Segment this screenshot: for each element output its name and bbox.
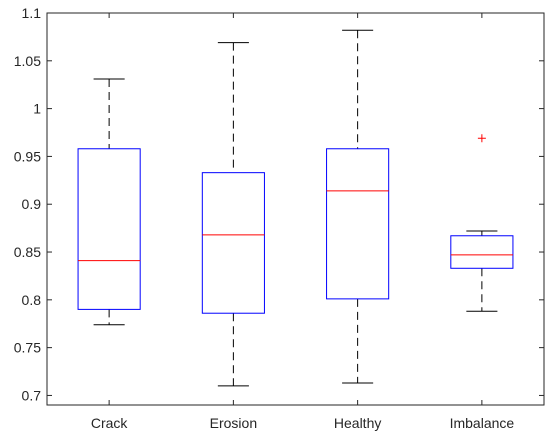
box: [450, 235, 514, 269]
y-tick-label: 0.9: [22, 196, 42, 212]
x-tick-label: Erosion: [210, 415, 257, 431]
box-group: [326, 29, 390, 384]
box-group: [201, 42, 265, 387]
y-tick-label: 0.75: [14, 340, 41, 356]
plot-area: [77, 29, 514, 387]
y-tick-label: 1.1: [22, 5, 42, 21]
y-tick-label: 1: [33, 101, 41, 117]
axes-ticks: 0.7 0.75 0.8 0.85 0.9 0.95 1 1.05 1.1 Crack Erosio…: [14, 5, 544, 431]
y-tick-label: 0.8: [22, 292, 42, 308]
y-tick-label: 0.85: [14, 244, 41, 260]
x-tick-label: Healthy: [334, 415, 381, 431]
y-tick-label: 0.95: [14, 148, 41, 164]
y-tick-label: 0.7: [22, 387, 42, 403]
outlier-marker: [477, 134, 486, 143]
box: [201, 172, 265, 314]
box: [77, 148, 141, 310]
box: [326, 148, 390, 300]
box-group: [77, 78, 141, 326]
axes-frame: [46, 12, 545, 406]
y-tick-label: 1.05: [14, 53, 41, 69]
x-tick-label: Crack: [91, 415, 129, 431]
box-group: [450, 134, 514, 312]
x-tick-label: Imbalance: [450, 415, 515, 431]
